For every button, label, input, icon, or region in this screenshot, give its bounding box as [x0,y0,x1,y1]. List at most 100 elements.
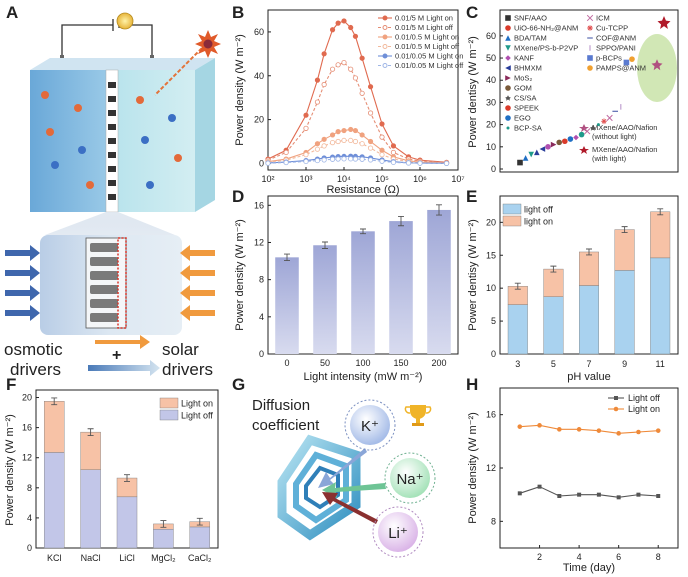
b-data-point [335,156,341,162]
e-xtick-label: 5 [551,359,556,369]
d-xtick-label: 0 [284,358,289,368]
c-legend-label: EGO [514,114,531,123]
ion-li-label: Li⁺ [388,525,408,542]
b-data-point [321,51,327,57]
plus-sign: + [112,347,121,364]
h-data-point [557,494,562,498]
b-data-point [341,60,347,66]
h-ytick-label: 12 [486,463,496,473]
c-legend-label: PAMPS@ANM [596,64,646,73]
c-data-point [606,114,613,122]
f-ytick-label: 8 [27,483,32,493]
hex-channel [277,434,361,541]
h-xlabel: Time (day) [563,562,615,574]
b-xtick-label: 10² [261,174,274,184]
solar-arrow-small [95,335,150,349]
d-bar [427,209,451,354]
e-xtick-label: 7 [586,359,591,369]
ion-k-label: K⁺ [361,418,379,435]
c-legend-marker [587,55,593,61]
e-xtick-label: 11 [656,359,665,369]
f-bar-segment [153,528,174,549]
b-data-point [303,158,309,165]
c-data-point [517,159,523,166]
bulb-icon [116,12,134,30]
c-data-point [590,125,596,131]
b-data-point [367,110,374,116]
h-data-point [596,428,602,433]
f-ylabel: Power density (W m⁻²) [4,414,16,526]
h-data-point [636,492,641,497]
h-data-point [557,427,562,432]
ion-na-label: Na⁺ [396,471,423,488]
b-data-point [348,156,354,162]
d-error-bar [322,241,328,249]
b-data-point [335,20,341,26]
b-data-point [335,62,341,68]
h-legend-label: Light off [628,393,660,403]
c-data-point [578,131,585,138]
c-data-point [528,151,534,158]
osmotic-arrows [5,245,40,321]
e-bar-segment [614,270,635,355]
c-highlight-label: (without light) [592,132,637,141]
c-ytick-label: 0 [491,164,496,174]
h-data-point [517,491,522,496]
b-data-point [283,159,289,166]
e-bar-segment [650,257,671,355]
b-legend-marker [382,25,388,30]
d-ylabel: Power density (W m⁻²) [234,219,246,331]
e-bar-segment [543,268,564,297]
e-legend-swatch [502,203,522,215]
b-ylabel: Power density (W m⁻²) [234,34,246,146]
b-legend-label: 0.01/5 M Light on [395,14,453,23]
b-data-point [329,66,336,72]
c-legend-marker [505,75,511,81]
b-legend-marker [382,63,388,68]
c-legend-marker [505,25,511,31]
panel-label-b: B [232,3,244,22]
b-data-point [379,158,385,164]
reservoir-left [30,70,112,212]
c-highlight-ellipse [637,34,677,102]
c-legend-label: BDA/TAM [514,34,547,43]
e-ytick-label: 10 [486,283,496,293]
b-data-point [367,145,374,151]
c-ylabel: Power dentisy (W m⁻²) [467,36,479,148]
g-title-line1: Diffusion [252,397,310,414]
f-bar-segment [189,526,211,549]
h-legend-marker [613,406,619,412]
c-data-point [623,59,630,66]
e-legend-label: light on [524,217,553,227]
b-data-point [265,160,271,166]
b-legend-marker [382,15,388,21]
c-legend-marker [587,65,593,71]
f-legend-label: Light on [181,399,213,409]
c-legend-marker [586,14,594,22]
c-ytick-label: 60 [486,31,496,41]
nafion-layer [117,237,127,329]
d-error-bar [398,215,404,227]
e-ytick-label: 5 [491,316,496,326]
osmotic-text: osmotic [4,340,63,359]
d-bar [389,221,413,354]
reservoir-top [30,58,215,70]
sun-icon [195,30,221,58]
f-xtick-label: NaCl [81,553,101,563]
arrow-na [322,482,386,498]
c-highlight-label: MXene/AAO/Nafion [592,145,657,154]
b-data-point [379,147,385,153]
circuit-wire [61,19,153,66]
c-data-point [539,146,546,152]
e-ytick-label: 20 [486,217,496,227]
ion-k-ring [344,399,396,451]
b-data-point [359,132,365,138]
c-highlight-label: MXene/AAO/Nafion [592,123,657,132]
b-data-point [367,157,374,163]
e-ylabel: Power dentisy (W m⁻²) [467,219,479,331]
b-ytick-label: 0 [259,158,264,168]
f-xtick-label: MgCl₂ [151,553,176,563]
c-legend-marker [587,25,593,31]
b-data-point [341,18,347,24]
panel-b: B 10² 10³ 10⁴ 10⁵ 10⁶ 10⁷ 0 20 40 60 0.01/5 M Lig… [232,3,465,196]
